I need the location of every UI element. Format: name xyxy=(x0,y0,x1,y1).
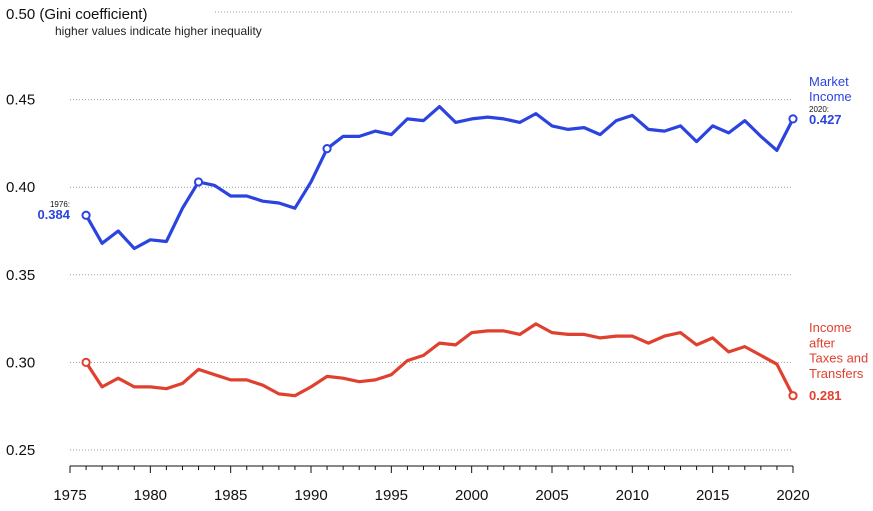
after-taxes-series-name: Income xyxy=(809,320,852,335)
x-tick-label: 2015 xyxy=(696,487,729,504)
x-tick-label: 2000 xyxy=(455,487,488,504)
market-income-series-name: Market xyxy=(809,74,849,89)
x-tick-label: 1990 xyxy=(294,487,327,504)
x-tick-label: 2005 xyxy=(535,487,568,504)
series-annotations: MarketIncome2020:0.4271976:0.384Incomeaf… xyxy=(37,74,868,403)
after-taxes-series-name: Taxes and xyxy=(809,351,868,366)
series-marker xyxy=(81,357,91,367)
after-taxes-series-name: after xyxy=(809,335,836,350)
market-income-start-value: 0.384 xyxy=(37,207,70,222)
y-tick-label: 0.40 xyxy=(6,179,35,196)
chart-subtitle: higher values indicate higher inequality xyxy=(55,24,262,38)
market-income-line xyxy=(84,104,795,251)
x-tick-label: 1975 xyxy=(53,487,86,504)
after-taxes-series-name: Transfers xyxy=(809,366,864,381)
x-tick-label: 1995 xyxy=(375,487,408,504)
x-tick-label: 1985 xyxy=(214,487,247,504)
after-taxes-line xyxy=(84,322,795,398)
market-income-start-year: 1976: xyxy=(50,200,70,209)
y-tick-label: 0.30 xyxy=(6,354,35,371)
y-tick-label: 0.35 xyxy=(6,267,35,284)
y-tick-label: 0.25 xyxy=(6,442,35,459)
series-marker xyxy=(322,144,332,154)
after-taxes-end-value: 0.281 xyxy=(809,388,842,403)
market-income-end-value: 0.427 xyxy=(809,112,842,127)
x-axis: 1975 1980 1985 1990 1995 2000 2005 2010 2015 2020 xyxy=(53,465,810,504)
y-tick-labels: 0.25 0.30 0.35 0.40 0.45 xyxy=(6,92,35,459)
series-marker xyxy=(81,210,91,220)
series-marker xyxy=(788,391,798,401)
series-lines xyxy=(81,104,798,401)
x-tick-label: 2010 xyxy=(616,487,649,504)
market-income-end-year: 2020: xyxy=(809,105,829,114)
series-marker xyxy=(788,114,798,124)
y-tick-label: 0.45 xyxy=(6,92,35,109)
series-marker xyxy=(193,177,204,187)
x-tick-label: 2020 xyxy=(776,487,809,504)
chart-title: 0.50 (Gini coefficient) xyxy=(6,6,147,23)
y-gridlines xyxy=(70,11,793,451)
market-income-series-name: Income xyxy=(809,89,852,104)
x-tick-label: 1980 xyxy=(134,487,167,504)
